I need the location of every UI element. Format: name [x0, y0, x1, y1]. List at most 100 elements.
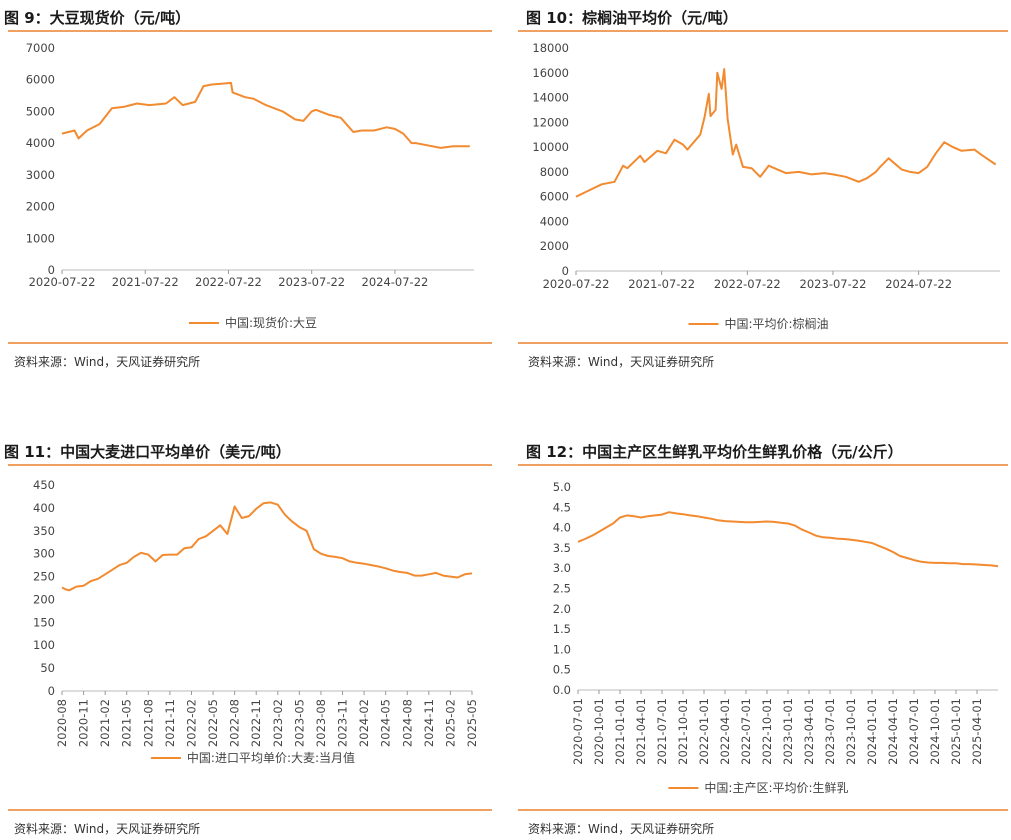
- chart-title: 图 9：大豆现货价（元/吨）: [4, 9, 191, 27]
- y-tick-label: 10000: [532, 140, 569, 154]
- x-tick-label: 2021-04-01: [634, 698, 648, 765]
- y-tick-label: 1.5: [553, 622, 571, 636]
- chart-title: 图 12：中国主产区生鲜乳平均价生鲜乳价格（元/公斤）: [526, 443, 903, 461]
- x-tick-label: 2021-02: [98, 699, 112, 747]
- y-tick-label: 12000: [532, 115, 569, 129]
- series-line: [61, 501, 473, 592]
- chart-title: 图 10：棕榈油平均价（元/吨）: [526, 9, 738, 27]
- title-rule: [8, 464, 492, 466]
- chart-panel-barley: 图 11：中国大麦进口平均单价（美元/吨） 0 50 100 150 200 250 300…: [0, 420, 506, 840]
- x-tick-label: 2020-08: [55, 699, 69, 747]
- x-tick-label: 2024-04-01: [886, 698, 900, 765]
- y-tick-label: 4.5: [553, 500, 571, 514]
- y-tick-label: 2.5: [553, 582, 571, 596]
- x-tick-label: 2020-07-01: [571, 698, 585, 765]
- x-tick-label: 2020-11: [77, 699, 91, 747]
- series-line: [61, 81, 470, 149]
- title-rule: [518, 464, 1008, 466]
- y-tick-label: 0: [48, 684, 55, 698]
- chart-panel-soybean: 图 9：大豆现货价（元/吨） 0 1000 2000 3000 4000 5000 6000…: [0, 0, 506, 420]
- y-tick-label: 2000: [540, 239, 569, 253]
- y-tick-label: 7000: [26, 41, 55, 55]
- chart-panel-raw-milk: 图 12：中国主产区生鲜乳平均价生鲜乳价格（元/公斤） 0.0 0.5 1.0 1.5…: [506, 420, 1011, 840]
- y-tick-label: 400: [33, 501, 55, 515]
- y-tick-label: 14000: [532, 91, 569, 105]
- source-note: 资料来源：Wind，天风证券研究所: [14, 355, 201, 369]
- x-tick-label: 2025-04-01: [970, 698, 984, 765]
- y-tick-label: 8000: [540, 165, 569, 179]
- y-tick-label: 18000: [532, 41, 569, 55]
- x-tick-label: 2022-11: [249, 699, 263, 747]
- y-tick-label: 150: [33, 615, 55, 629]
- x-tick-label: 2024-01-01: [865, 698, 879, 765]
- x-tick-label: 2020-10-01: [592, 698, 606, 765]
- x-tick-label: 2024-02: [357, 699, 371, 747]
- bottom-rule: [8, 809, 492, 811]
- x-tick-label: 2021-10-01: [676, 698, 690, 765]
- legend-label: 中国:平均价:棕榈油: [724, 316, 828, 331]
- y-tick-label: 6000: [26, 73, 55, 87]
- chart-raw-milk: 0.0 0.5 1.0 1.5 2.0 2.5 3.0 3.5 4.0 4.5 5.0 2020-07…: [553, 480, 999, 795]
- x-tick-label: 2025-05: [465, 699, 479, 747]
- y-tick-label: 4000: [26, 136, 55, 150]
- y-tick-label: 2.0: [553, 602, 571, 616]
- x-tick-label: 2024-10-01: [928, 698, 942, 765]
- series-line: [575, 68, 997, 198]
- y-tick-label: 16000: [532, 66, 569, 80]
- x-tick-label: 2024-07-22: [885, 277, 952, 291]
- x-tick-label: 2020-07-22: [543, 277, 610, 291]
- bottom-rule: [8, 342, 492, 344]
- x-tick-label: 2023-11: [336, 699, 350, 747]
- x-tick-label: 2021-07-22: [112, 275, 179, 289]
- y-tick-label: 6000: [540, 190, 569, 204]
- y-tick-label: 100: [33, 638, 55, 652]
- x-tick-label: 2023-07-01: [823, 698, 837, 765]
- y-tick-label: 0: [562, 264, 569, 278]
- source-note: 资料来源：Wind，天风证券研究所: [528, 822, 715, 836]
- chart-panel-palm-oil: 图 10：棕榈油平均价（元/吨） 0 2000 4000 6000 8000 10000 1…: [506, 0, 1011, 420]
- x-tick-label: 2021-08: [141, 699, 155, 747]
- bottom-rule: [518, 809, 1008, 811]
- x-tick-label: 2022-08: [228, 699, 242, 747]
- x-tick-label: 2023-04-01: [802, 698, 816, 765]
- y-tick-label: 5000: [26, 104, 55, 118]
- x-tick-label: 2023-08: [314, 699, 328, 747]
- x-tick-label: 2025-01-01: [949, 698, 963, 765]
- title-rule: [8, 30, 492, 32]
- y-tick-label: 0: [48, 263, 55, 277]
- x-tick-label: 2023-01-01: [781, 698, 795, 765]
- x-tick-label: 2022-01-01: [697, 698, 711, 765]
- x-tick-label: 2021-07-01: [655, 698, 669, 765]
- x-tick-label: 2024-07-22: [362, 275, 429, 289]
- y-tick-label: 3000: [26, 168, 55, 182]
- chart-barley: 0 50 100 150 200 250 300 350 400 450 2020-08 2020-1…: [33, 478, 479, 765]
- title-rule: [518, 30, 1008, 32]
- x-tick-label: 2023-02: [271, 699, 285, 747]
- bottom-rule: [518, 342, 1008, 344]
- y-tick-label: 0.0: [553, 683, 571, 697]
- y-tick-label: 3.0: [553, 561, 571, 575]
- source-note: 资料来源：Wind，天风证券研究所: [14, 822, 201, 836]
- source-note: 资料来源：Wind，天风证券研究所: [528, 355, 715, 369]
- x-tick-label: 2021-07-22: [628, 277, 695, 291]
- x-tick-label: 2023-07-22: [278, 275, 345, 289]
- x-tick-label: 2023-05: [292, 699, 306, 747]
- y-tick-label: 450: [33, 478, 55, 492]
- x-tick-label: 2020-07-22: [29, 275, 96, 289]
- y-tick-label: 200: [33, 592, 55, 606]
- y-tick-label: 250: [33, 570, 55, 584]
- x-tick-label: 2021-11: [163, 699, 177, 747]
- y-tick-label: 3.5: [553, 541, 571, 555]
- x-tick-label: 2024-05: [379, 699, 393, 747]
- x-tick-label: 2022-07-22: [714, 277, 781, 291]
- chart-title: 图 11：中国大麦进口平均单价（美元/吨）: [4, 443, 291, 461]
- y-tick-label: 350: [33, 524, 55, 538]
- x-tick-label: 2022-02: [184, 699, 198, 747]
- x-tick-label: 2021-01-01: [613, 698, 627, 765]
- y-tick-label: 1.0: [553, 642, 571, 656]
- x-tick-label: 2022-04-01: [718, 698, 732, 765]
- legend-label: 中国:主产区:平均价:生鲜乳: [704, 780, 848, 795]
- y-tick-label: 2000: [26, 200, 55, 214]
- x-tick-label: 2024-11: [422, 699, 436, 747]
- y-tick-label: 4.0: [553, 521, 571, 535]
